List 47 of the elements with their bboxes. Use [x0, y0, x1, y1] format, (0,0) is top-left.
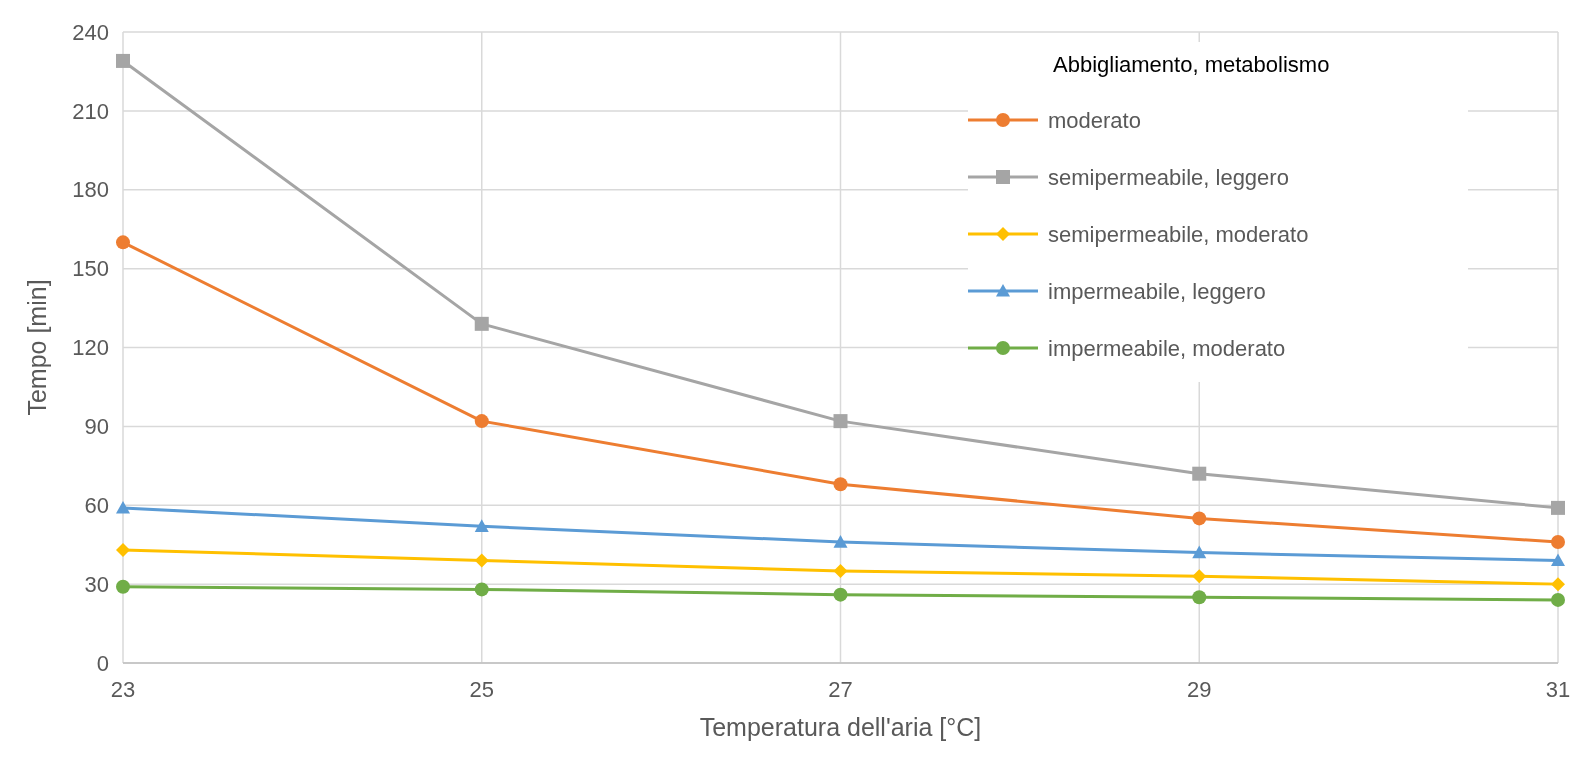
point — [1192, 590, 1207, 605]
point — [474, 553, 489, 568]
point — [1192, 511, 1207, 526]
point — [833, 477, 848, 492]
legend-label: impermeabile, leggero — [1048, 278, 1266, 304]
point — [833, 587, 848, 602]
x-tick-label: 25 — [469, 677, 494, 702]
y-tick-label: 30 — [84, 571, 109, 597]
x-tick-label: 27 — [828, 677, 853, 702]
point — [1551, 500, 1565, 515]
y-tick-label: 0 — [96, 650, 109, 676]
y-tick-label: 120 — [72, 335, 109, 361]
point — [116, 53, 130, 68]
legend-label: impermeabile, moderato — [1048, 335, 1286, 361]
legend-label: semipermeabile, moderato — [1048, 221, 1309, 247]
y-tick-label: 210 — [72, 98, 109, 124]
point — [1551, 553, 1565, 567]
point — [833, 563, 848, 578]
point — [474, 316, 489, 331]
point — [474, 582, 489, 597]
point — [1192, 545, 1207, 559]
y-tick-label: 60 — [84, 492, 109, 518]
point — [1192, 569, 1207, 584]
y-tick-label: 180 — [72, 177, 109, 203]
point — [116, 542, 130, 557]
point — [116, 235, 130, 250]
legend-label: moderato — [1048, 107, 1141, 133]
legend-label: semipermeabile, leggero — [1048, 164, 1289, 190]
y-axis-title: Tempo [min] — [23, 279, 51, 416]
point — [1551, 535, 1565, 550]
point — [1551, 592, 1565, 607]
x-tick-label: 29 — [1187, 677, 1212, 702]
point — [833, 535, 848, 548]
point — [474, 414, 489, 429]
x-axis-title: Temperatura dell'aria [°C] — [699, 713, 982, 741]
legend-title: Abbigliamento, metabolismo — [1053, 52, 1330, 77]
y-tick-label: 90 — [84, 414, 109, 440]
x-tick-label: 23 — [110, 677, 136, 702]
point — [1551, 577, 1565, 592]
point — [1192, 466, 1207, 481]
point — [116, 579, 130, 594]
point — [116, 500, 130, 514]
point — [833, 414, 848, 429]
y-tick-label: 240 — [72, 19, 109, 45]
x-tick-label: 31 — [1545, 677, 1571, 702]
y-tick-label: 150 — [72, 256, 109, 282]
point — [474, 519, 489, 532]
